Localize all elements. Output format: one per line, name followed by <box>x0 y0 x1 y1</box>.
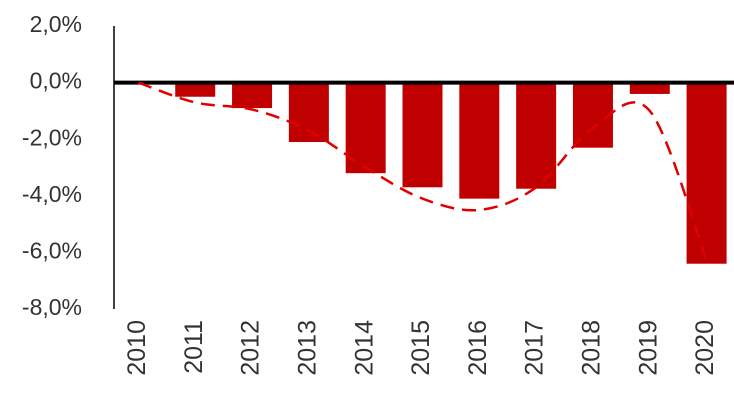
x-tick-label: 2020 <box>691 320 719 376</box>
bar <box>572 82 613 148</box>
y-tick-label: 2,0% <box>30 11 82 37</box>
y-tick-label: -2,0% <box>22 124 82 150</box>
bar <box>686 82 727 264</box>
x-tick-label: 2010 <box>123 320 151 376</box>
x-tick-label: 2012 <box>237 320 265 376</box>
y-tick-label: -4,0% <box>22 181 82 207</box>
x-tick-label: 2015 <box>407 320 435 376</box>
y-tick-label: -8,0% <box>22 294 82 320</box>
bar <box>516 82 557 189</box>
x-tick-label: 2019 <box>634 320 662 376</box>
y-tick-label: -6,0% <box>22 237 82 263</box>
bar <box>232 82 273 109</box>
bar <box>175 82 216 97</box>
x-tick-label: 2013 <box>293 320 321 376</box>
bar <box>402 82 443 188</box>
x-tick-label: 2018 <box>578 320 606 376</box>
x-tick-label: 2014 <box>350 320 378 376</box>
x-tick-label: 2017 <box>521 320 549 376</box>
x-tick-label: 2016 <box>464 320 492 376</box>
bar <box>288 82 329 143</box>
bar <box>629 82 670 94</box>
x-tick-label: 2011 <box>180 320 208 374</box>
trend-line <box>137 81 708 262</box>
y-tick-label: 0,0% <box>30 68 82 94</box>
bar <box>459 82 500 199</box>
